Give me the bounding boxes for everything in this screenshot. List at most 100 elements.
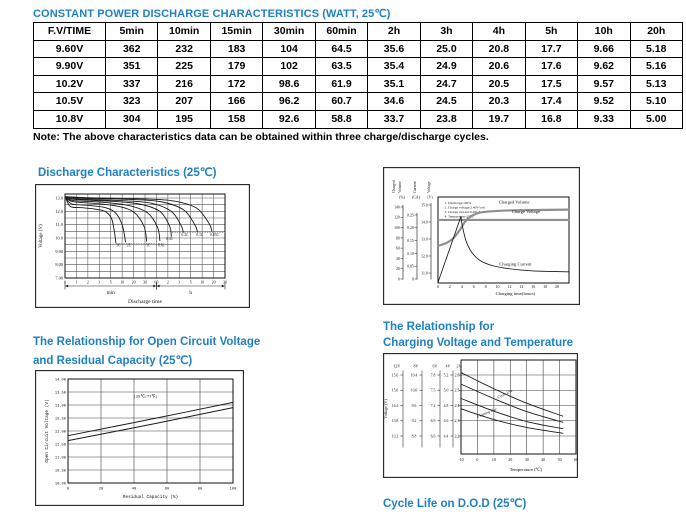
table-cell: 158 — [209, 109, 264, 129]
x-unit-brackets: min h — [64, 282, 226, 296]
grid — [67, 378, 234, 484]
table-cell: 102 — [262, 57, 316, 76]
svg-text:2C: 2C — [127, 244, 132, 248]
table-cell: 92.6 — [262, 109, 316, 129]
svg-text:60: 60 — [396, 247, 400, 251]
temp-chart-title-line1: The Relationship for — [383, 321, 495, 333]
svg-text:3. Charge current:0.28CA: 3. Charge current:0.28CA — [445, 210, 482, 214]
svg-text:(25℃/77℉): (25℃/77℉) — [134, 395, 158, 400]
svg-text:2.5: 2.5 — [455, 389, 460, 393]
table-cell: 64.5 — [314, 39, 369, 59]
table-cell: 104 — [262, 39, 316, 59]
svg-text:0.15: 0.15 — [407, 239, 414, 243]
svg-text:6: 6 — [473, 284, 475, 289]
svg-text:h: h — [189, 290, 192, 296]
svg-text:0.25: 0.25 — [407, 213, 414, 217]
charging-curves: Charged Volume Charge Voltage Charging Cur… — [436, 200, 571, 283]
svg-text:Charging Current: Charging Current — [499, 261, 532, 266]
svg-text:14.00: 14.00 — [55, 378, 66, 382]
svg-text:80: 80 — [396, 236, 400, 240]
cutoff-lines: 3C 2C 1C 0.6C 0.2C 0.1C 0.05C 0.3C — [115, 232, 225, 248]
svg-text:0: 0 — [64, 280, 66, 285]
svg-text:7.8: 7.8 — [431, 373, 436, 377]
svg-text:0: 0 — [412, 277, 414, 281]
table-cell: 34.6 — [367, 92, 421, 111]
svg-text:14.0: 14.0 — [421, 220, 428, 224]
svg-text:16: 16 — [531, 284, 535, 289]
svg-text:Voltage (V): Voltage (V) — [383, 399, 388, 419]
svg-text:0.1C: 0.1C — [196, 233, 203, 237]
svg-text:3: 3 — [178, 280, 180, 285]
svg-text:140: 140 — [394, 205, 400, 209]
table-cell: 195 — [157, 109, 211, 129]
svg-text:20: 20 — [555, 284, 559, 289]
svg-text:1: 1 — [75, 280, 77, 285]
svg-text:0.05C: 0.05C — [210, 233, 219, 237]
svg-text:13.50: 13.50 — [55, 391, 66, 395]
table-cell: 232 — [157, 39, 211, 59]
svg-text:40: 40 — [132, 488, 136, 492]
svg-text:Charging time(hours): Charging time(hours) — [496, 291, 536, 296]
ocv-chart-title-line2: and Residual Capacity (25℃) — [33, 355, 193, 367]
table-header-cell: 4h — [472, 22, 526, 41]
svg-text:13.2: 13.2 — [392, 434, 399, 438]
svg-text:7.00: 7.00 — [55, 276, 63, 281]
svg-text:7.5: 7.5 — [431, 389, 436, 393]
y-axis-labels: 14.00 13.50 13.00 12.50 12.00 11.50 11.00 10.50… — [45, 378, 66, 486]
constant-power-table: F.V/TIME 5min 10min 15min 30min 60min 2h 3h 4h 5h… — [33, 22, 684, 129]
svg-text:5.0: 5.0 — [444, 389, 449, 393]
svg-text:60: 60 — [165, 488, 169, 492]
svg-text:4.4: 4.4 — [444, 434, 449, 438]
table-cell: 5.13 — [629, 74, 684, 94]
svg-text:15.0: 15.0 — [421, 203, 428, 207]
svg-text:15.0: 15.0 — [392, 389, 399, 393]
table-cell: 166 — [209, 92, 264, 111]
svg-text:11.0: 11.0 — [55, 222, 63, 227]
svg-text:9.6: 9.6 — [412, 404, 417, 408]
table-header-cell: 3h — [419, 22, 474, 41]
table-cell: 33.7 — [367, 109, 421, 129]
svg-text:12.0: 12.0 — [55, 209, 63, 214]
discharge-chart-title: Discharge Characteristics (25℃) — [38, 167, 217, 179]
svg-text:13.00: 13.00 — [55, 404, 66, 408]
svg-text:Charged: Charged — [392, 180, 396, 193]
svg-text:13.0: 13.0 — [55, 196, 63, 201]
ocv-lines — [67, 401, 234, 442]
svg-text:14.4: 14.4 — [392, 404, 399, 408]
table-header-cell: 10h — [577, 22, 631, 41]
svg-text:9.00: 9.00 — [55, 249, 63, 254]
temp-chart-title-line2: Charging Voltage and Temperature — [383, 337, 573, 349]
svg-text:2.4: 2.4 — [455, 404, 460, 408]
table-cell: 61.9 — [314, 74, 369, 94]
svg-text:12: 12 — [507, 284, 511, 289]
table-cell: 63.5 — [314, 57, 369, 76]
table-cell: 10.2V — [33, 74, 106, 94]
svg-text:-10: -10 — [458, 457, 463, 462]
table-cell: 10.5V — [33, 92, 106, 111]
table-cell: 35.1 — [367, 74, 421, 94]
svg-text:9.2: 9.2 — [412, 419, 417, 423]
table-cell: 9.66 — [577, 39, 631, 59]
table-header-cell: 20h — [629, 22, 684, 41]
svg-text:100: 100 — [230, 488, 237, 492]
svg-text:Charge Voltage: Charge Voltage — [512, 209, 540, 214]
table-cell: 58.8 — [314, 109, 369, 129]
table-cell: 25.0 — [419, 39, 474, 59]
svg-text:1. Discharge:100%: 1. Discharge:100% — [445, 201, 472, 205]
svg-text:12.0: 12.0 — [421, 254, 428, 258]
svg-text:8V: 8V — [414, 364, 419, 369]
table-cell: 5.16 — [629, 57, 684, 76]
table-header-cell: 10min — [157, 22, 211, 41]
table-cell: 16.8 — [524, 109, 579, 129]
table-cell: 17.5 — [524, 74, 579, 94]
svg-text:4: 4 — [461, 284, 463, 289]
table-cell: 20.6 — [472, 57, 526, 76]
svg-text:13.8: 13.8 — [392, 419, 399, 423]
table-cell: 10.8V — [33, 109, 106, 129]
svg-text:5.2: 5.2 — [444, 373, 449, 377]
table-cell: 216 — [157, 74, 211, 94]
svg-text:20: 20 — [132, 280, 136, 285]
